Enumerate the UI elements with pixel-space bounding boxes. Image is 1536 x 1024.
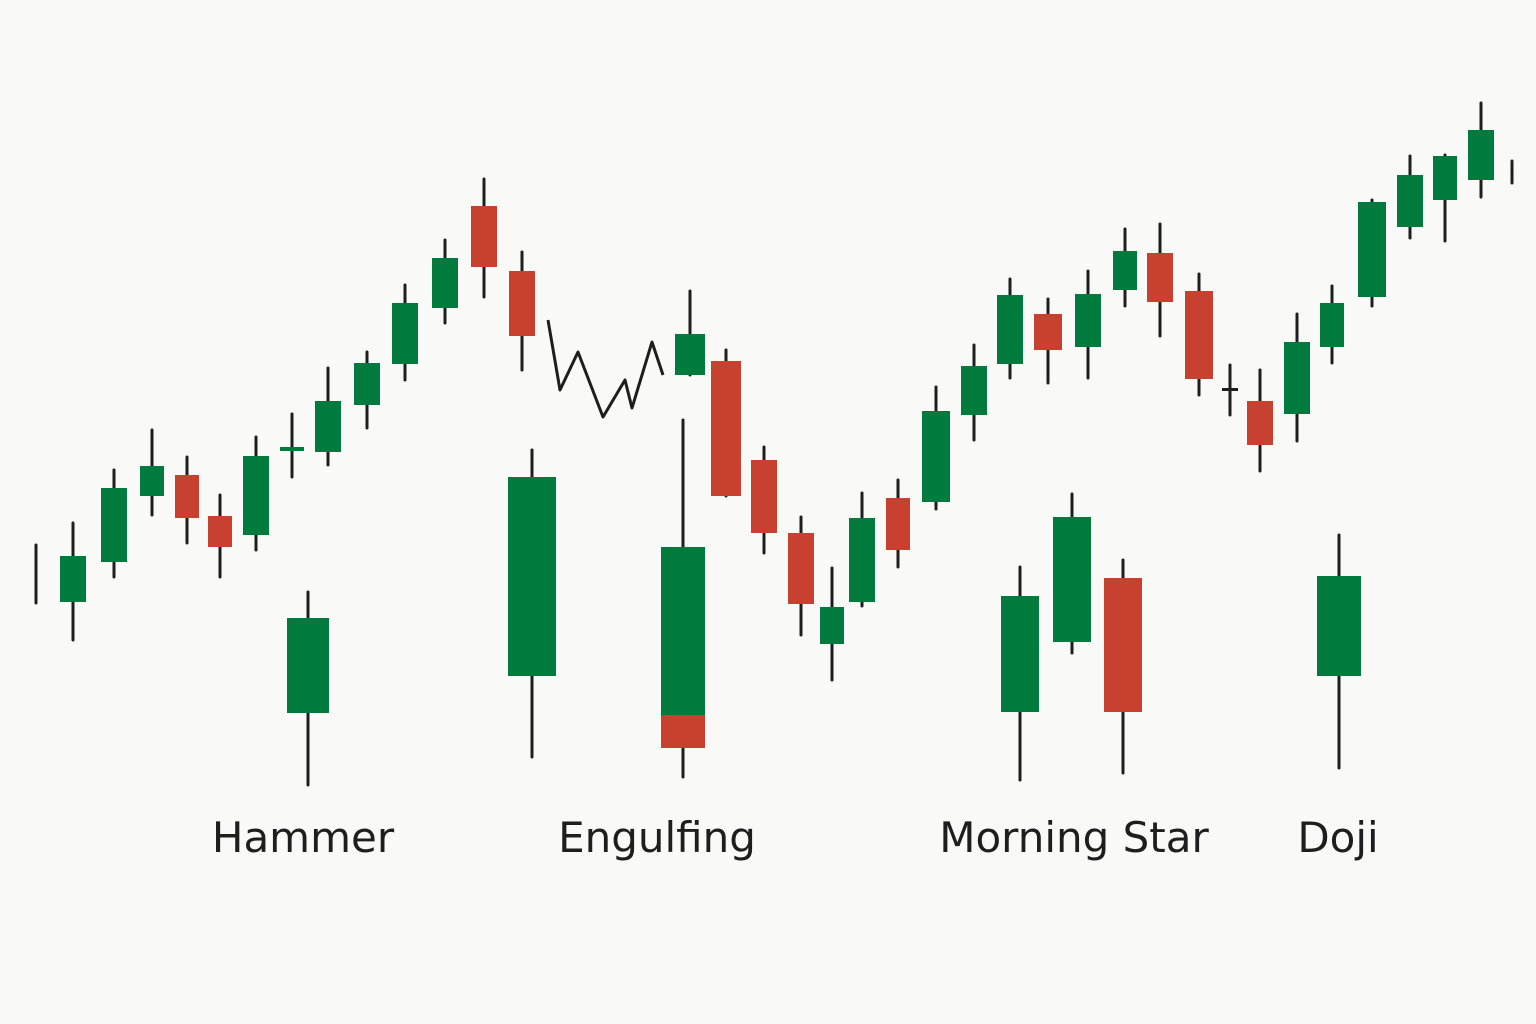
pattern-label: Engulfing: [558, 813, 756, 862]
candle-body: [661, 547, 705, 748]
candle-body: [140, 466, 164, 496]
pattern-label: Morning Star: [939, 813, 1209, 862]
candle-body: [961, 366, 987, 415]
candle-body: [1075, 294, 1101, 347]
candle-body: [1104, 578, 1142, 712]
candle-body: [432, 258, 458, 308]
candle-body: [60, 556, 86, 602]
candle-body: [1222, 388, 1238, 391]
candle-body: [175, 475, 199, 518]
candle-body: [1284, 342, 1310, 414]
candle-body: [788, 533, 814, 604]
candle-body: [1185, 291, 1213, 379]
candle-body: [1001, 596, 1039, 712]
candle-body: [1320, 303, 1344, 347]
candle-body: [1358, 202, 1386, 297]
pattern-label: Doji: [1297, 813, 1378, 862]
candle-body: [508, 477, 556, 676]
candle-body: [315, 401, 341, 452]
candle-body: [886, 498, 910, 550]
candle-body: [997, 295, 1023, 364]
candle-body: [1034, 314, 1062, 350]
candle-body: [471, 206, 497, 267]
candle-body: [392, 303, 418, 364]
candle-body: [354, 363, 380, 405]
candle-body: [208, 516, 232, 547]
candle-body: [751, 460, 777, 533]
candle-body: [922, 411, 950, 502]
candle-body: [849, 518, 875, 602]
candle-body: [509, 271, 535, 336]
candle-body: [1468, 130, 1494, 180]
candle-body: [1247, 401, 1273, 445]
pattern-label: Hammer: [212, 813, 395, 862]
candle-body: [675, 334, 705, 375]
candle-body: [280, 447, 304, 451]
candle-body: [1053, 517, 1091, 642]
candle-body: [287, 618, 329, 713]
candle-body: [1433, 156, 1457, 200]
candles: [34, 101, 1514, 787]
candle-body: [243, 456, 269, 535]
candle-body: [820, 607, 844, 644]
candle-body: [711, 361, 741, 496]
candle-body: [1397, 175, 1423, 227]
candle-body: [1147, 253, 1173, 302]
candle-body: [101, 488, 127, 562]
candle-body: [1317, 576, 1361, 676]
zigzag-line: [546, 319, 665, 419]
candle-body: [661, 715, 705, 748]
candle-body: [1113, 251, 1137, 290]
